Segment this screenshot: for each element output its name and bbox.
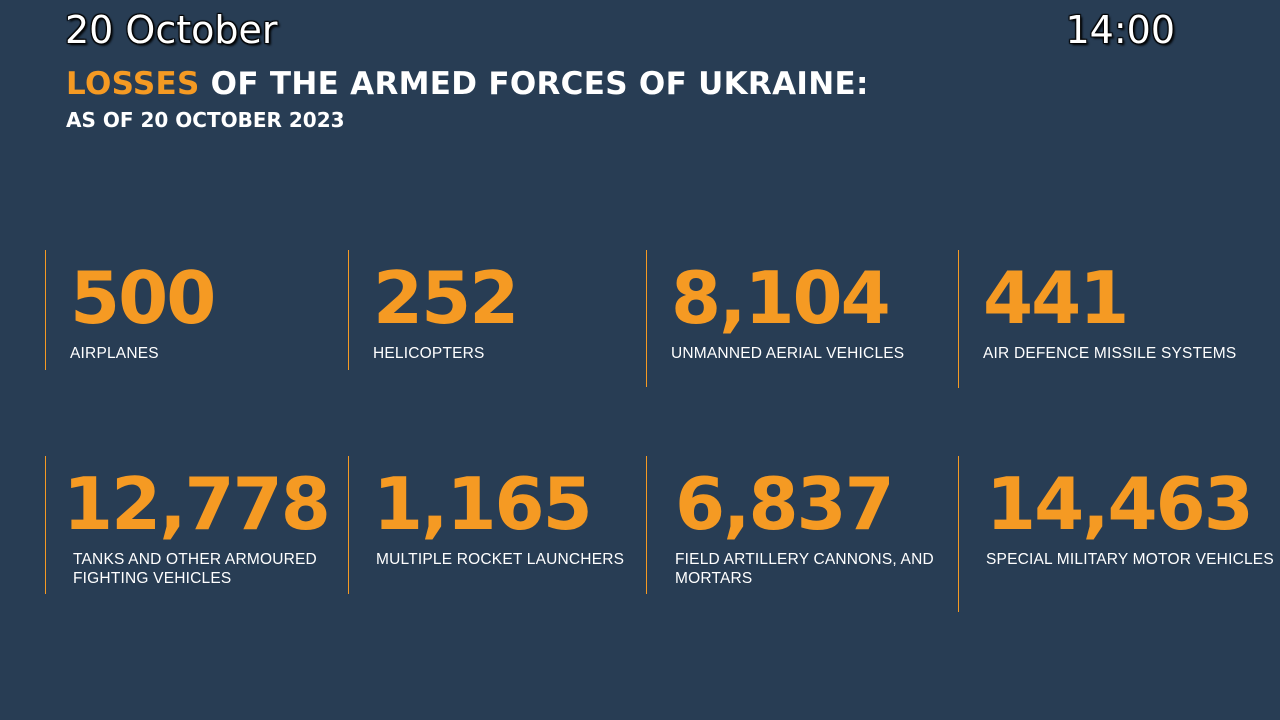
- stat-rocket-launchers: 1,165 MULTIPLE ROCKET LAUNCHERS: [348, 456, 643, 594]
- stat-tanks: 12,778 TANKS AND OTHER ARMOURED FIGHTING…: [45, 456, 345, 594]
- stat-label: FIELD ARTILLERY CANNONS, AND MORTARS: [675, 551, 934, 587]
- stat-value: 1,165: [373, 462, 593, 546]
- stat-value: 500: [70, 256, 216, 340]
- overlay-date: 20 October: [65, 8, 278, 52]
- page-subtitle: AS OF 20 OCTOBER 2023: [66, 108, 345, 132]
- stat-air-defence: 441 AIR DEFENCE MISSILE SYSTEMS: [958, 250, 1273, 388]
- title-accent: LOSSES: [66, 66, 200, 102]
- stat-motor-vehicles: 14,463 SPECIAL MILITARY MOTOR VEHICLES: [958, 456, 1278, 612]
- stat-artillery: 6,837 FIELD ARTILLERY CANNONS, AND MORTA…: [646, 456, 956, 594]
- stat-label: HELICOPTERS: [373, 345, 485, 362]
- stat-label: AIRPLANES: [70, 345, 159, 362]
- stat-label: UNMANNED AERIAL VEHICLES: [671, 345, 905, 362]
- stat-helicopters: 252 HELICOPTERS: [348, 250, 643, 370]
- stat-label: SPECIAL MILITARY MOTOR VEHICLES: [986, 551, 1274, 568]
- stat-value: 252: [373, 256, 519, 340]
- stat-airplanes: 500 AIRPLANES: [45, 250, 345, 370]
- stat-value: 12,778: [63, 462, 331, 546]
- stat-value: 14,463: [986, 462, 1254, 546]
- stat-value: 8,104: [671, 256, 891, 340]
- stat-label: AIR DEFENCE MISSILE SYSTEMS: [983, 345, 1237, 362]
- stat-label: MULTIPLE ROCKET LAUNCHERS: [376, 551, 625, 568]
- stat-label: TANKS AND OTHER ARMOURED FIGHTING VEHICL…: [73, 551, 317, 587]
- stat-value: 441: [983, 256, 1129, 340]
- overlay-time: 14:00: [1065, 8, 1175, 52]
- title-rest: OF THE ARMED FORCES OF UKRAINE:: [210, 66, 869, 102]
- page-title: LOSSES OF THE ARMED FORCES OF UKRAINE:: [66, 64, 869, 104]
- stat-uavs: 8,104 UNMANNED AERIAL VEHICLES: [646, 250, 956, 387]
- stat-value: 6,837: [675, 462, 895, 546]
